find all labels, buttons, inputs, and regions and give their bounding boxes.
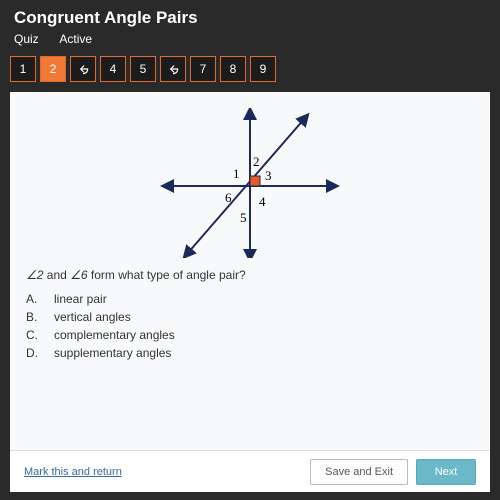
mark-return-link[interactable]: Mark this and return [24, 466, 122, 478]
quiz-label: Quiz [14, 32, 39, 46]
angle-label-1: 1 [233, 166, 240, 182]
option-letter: A. [26, 290, 44, 308]
answer-options: A. linear pair B. vertical angles C. compleme… [26, 290, 474, 362]
nav-back-icon[interactable] [70, 56, 96, 82]
content-panel: 123 456 ∠2 and ∠6 form what type of angle… [10, 92, 490, 492]
nav-question-4[interactable]: 4 [100, 56, 126, 82]
angle-ref-1: ∠2 [26, 268, 43, 282]
angle-label-4: 4 [259, 194, 266, 210]
option-D[interactable]: D. supplementary angles [26, 344, 474, 362]
nav-question-1[interactable]: 1 [10, 56, 36, 82]
option-A[interactable]: A. linear pair [26, 290, 474, 308]
option-letter: B. [26, 308, 44, 326]
angle-label-2: 2 [253, 154, 260, 170]
option-text: linear pair [54, 290, 107, 308]
nav-question-8[interactable]: 8 [220, 56, 246, 82]
question-nav: 12 45 789 [0, 50, 500, 90]
active-label: Active [59, 32, 92, 46]
option-letter: C. [26, 326, 44, 344]
angle-label-6: 6 [225, 190, 232, 206]
option-letter: D. [26, 344, 44, 362]
option-text: vertical angles [54, 308, 131, 326]
nav-back-icon[interactable] [160, 56, 186, 82]
nav-question-7[interactable]: 7 [190, 56, 216, 82]
footer-bar: Mark this and return Save and Exit Next [10, 450, 490, 492]
option-C[interactable]: C. complementary angles [26, 326, 474, 344]
option-B[interactable]: B. vertical angles [26, 308, 474, 326]
page-title: Congruent Angle Pairs [14, 8, 486, 28]
nav-question-2[interactable]: 2 [40, 56, 66, 82]
angle-ref-2: ∠6 [70, 268, 87, 282]
next-button[interactable]: Next [416, 459, 476, 485]
question-text: ∠2 and ∠6 form what type of angle pair? [26, 268, 474, 282]
nav-question-9[interactable]: 9 [250, 56, 276, 82]
quiz-header: Congruent Angle Pairs Quiz Active [0, 0, 500, 50]
nav-question-5[interactable]: 5 [130, 56, 156, 82]
angle-label-5: 5 [240, 210, 247, 226]
angle-label-3: 3 [265, 168, 272, 184]
save-exit-button[interactable]: Save and Exit [310, 459, 408, 485]
option-text: supplementary angles [54, 344, 171, 362]
angle-diagram: 123 456 [155, 108, 345, 258]
option-text: complementary angles [54, 326, 175, 344]
